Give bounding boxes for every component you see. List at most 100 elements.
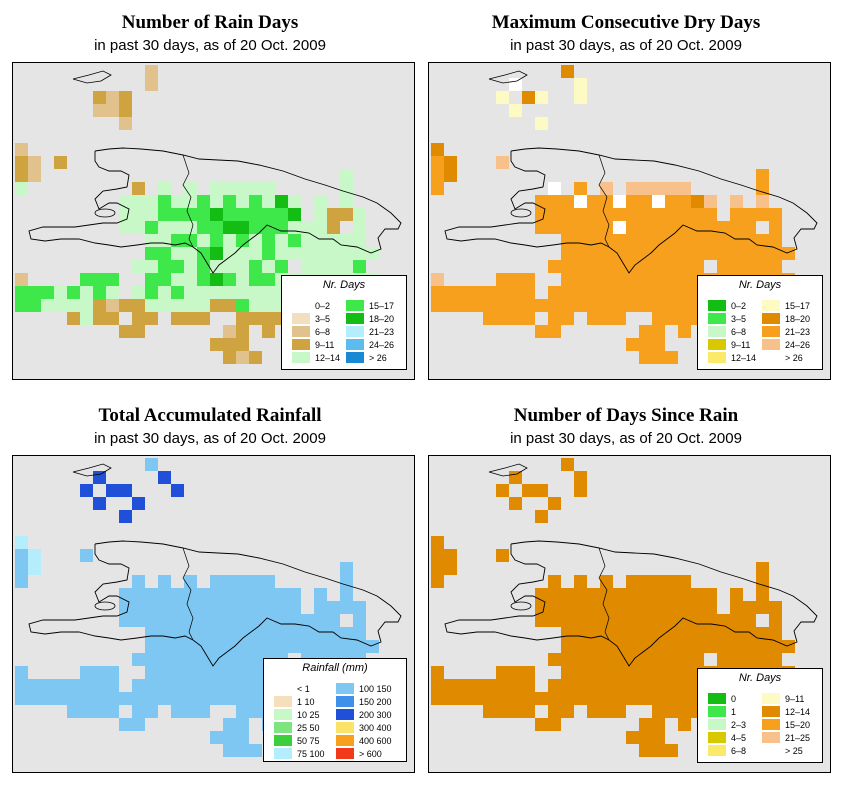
grid-cell [223, 299, 236, 312]
grid-cell [223, 351, 236, 364]
grid-cell [561, 692, 574, 705]
grid-cell [743, 627, 756, 640]
grid-cell [678, 286, 691, 299]
grid-cell [522, 679, 535, 692]
grid-cell [561, 195, 574, 208]
grid-cell [457, 299, 470, 312]
grid-cell [262, 234, 275, 247]
grid-cell [236, 221, 249, 234]
grid-cell [340, 247, 353, 260]
grid-cell [210, 679, 223, 692]
grid-cell [262, 640, 275, 653]
grid-cell [665, 234, 678, 247]
grid-cell [236, 614, 249, 627]
grid-cell [249, 312, 262, 325]
grid-cell [535, 484, 548, 497]
grid-cell [41, 679, 54, 692]
grid-cell [574, 182, 587, 195]
grid-cell [210, 299, 223, 312]
grid-cell [106, 286, 119, 299]
legend-item: 10 25 [274, 709, 320, 720]
grid-cell [119, 104, 132, 117]
grid-cell [691, 627, 704, 640]
grid-cell [756, 182, 769, 195]
grid-cell [678, 247, 691, 260]
grid-cell [249, 286, 262, 299]
grid-cell [327, 247, 340, 260]
grid-cell [626, 286, 639, 299]
grid-cell [717, 640, 730, 653]
grid-cell [587, 692, 600, 705]
grid-cell [93, 299, 106, 312]
legend-label: 18–20 [369, 313, 395, 324]
grid-cell [210, 195, 223, 208]
grid-cell [67, 679, 80, 692]
grid-cell [223, 640, 236, 653]
grid-cell [210, 731, 223, 744]
grid-cell [496, 156, 509, 169]
grid-cell [483, 286, 496, 299]
grid-cell [262, 601, 275, 614]
grid-cell [145, 234, 158, 247]
grid-cell [769, 627, 782, 640]
grid-cell [769, 234, 782, 247]
grid-cell [327, 640, 340, 653]
grid-cell [561, 679, 574, 692]
grid-cell [548, 588, 561, 601]
legend-title: Nr. Days [738, 672, 782, 684]
grid-cell [275, 260, 288, 273]
grid-cell [574, 247, 587, 260]
grid-cell [470, 692, 483, 705]
grid-cell [717, 247, 730, 260]
grid-cell [132, 208, 145, 221]
grid-cell [652, 221, 665, 234]
grid-cell [665, 286, 678, 299]
grid-cell [275, 588, 288, 601]
grid-cell [496, 692, 509, 705]
grid-cell [327, 614, 340, 627]
grid-cell [522, 705, 535, 718]
legend-item: 0 [708, 693, 736, 704]
grid-cell [353, 247, 366, 260]
grid-cell [678, 299, 691, 312]
grid-cell [743, 221, 756, 234]
grid-cell [132, 588, 145, 601]
grid-cell [626, 653, 639, 666]
grid-cell [236, 299, 249, 312]
grid-cell [15, 143, 28, 156]
grid-cell [678, 325, 691, 338]
grid-cell [236, 731, 249, 744]
grid-cell [236, 666, 249, 679]
legend-label: 21–25 [785, 732, 811, 743]
legend-item: 2–3 [708, 719, 746, 730]
grid-cell [522, 484, 535, 497]
grid-cell [210, 692, 223, 705]
grid-cell [639, 666, 652, 679]
grid-cell [704, 588, 717, 601]
grid-cell [717, 221, 730, 234]
legend: Nr. Days 0–2 3–5 6–8 9–11 12–14 15–17 18–20 21–… [697, 275, 823, 370]
grid-cell [80, 286, 93, 299]
grid-cell [444, 549, 457, 562]
grid-cell [15, 169, 28, 182]
grid-cell [197, 614, 210, 627]
grid-cell [717, 234, 730, 247]
grid-cell [652, 299, 665, 312]
grid-cell [509, 692, 522, 705]
grid-cell [340, 195, 353, 208]
grid-cell [340, 588, 353, 601]
grid-cell [561, 234, 574, 247]
grid-cell [262, 575, 275, 588]
legend-item: 1 [708, 706, 736, 717]
legend-swatch [336, 722, 354, 733]
legend-label: 6–8 [731, 745, 747, 756]
grid-cell [249, 260, 262, 273]
legend-swatch [762, 693, 780, 704]
grid-cell [639, 575, 652, 588]
grid-cell [80, 692, 93, 705]
grid-cell [522, 286, 535, 299]
grid-cell [613, 247, 626, 260]
grid-cell [587, 679, 600, 692]
grid-cell [353, 640, 366, 653]
grid-cell [340, 562, 353, 575]
